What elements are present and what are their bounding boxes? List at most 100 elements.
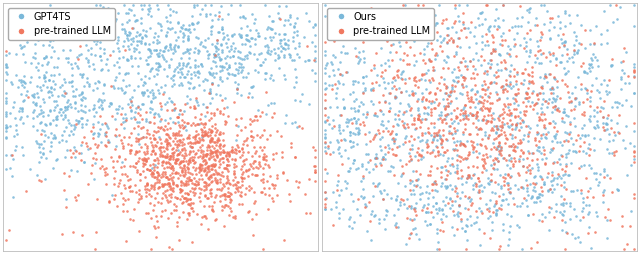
Point — [541, 175, 552, 179]
Point — [365, 99, 376, 103]
Point — [230, 158, 240, 162]
Point — [600, 215, 611, 219]
Point — [148, 35, 159, 39]
Point — [605, 218, 615, 222]
Point — [385, 91, 395, 95]
Point — [422, 111, 432, 115]
Point — [184, 56, 194, 60]
Point — [517, 15, 527, 19]
Point — [463, 174, 473, 178]
Point — [99, 91, 109, 96]
Point — [415, 124, 426, 129]
Point — [536, 52, 547, 56]
Point — [421, 117, 431, 121]
Point — [170, 43, 180, 47]
Point — [205, 66, 216, 70]
Point — [28, 110, 38, 114]
Point — [428, 148, 438, 152]
Point — [544, 28, 554, 32]
Point — [609, 150, 619, 154]
Point — [518, 109, 529, 114]
Point — [220, 122, 230, 126]
Point — [320, 132, 330, 136]
Point — [381, 213, 391, 217]
Point — [339, 106, 349, 110]
Point — [406, 19, 417, 23]
Point — [45, 85, 56, 89]
Point — [226, 192, 236, 196]
Point — [280, 47, 290, 51]
Point — [168, 51, 179, 55]
Point — [458, 85, 468, 89]
Point — [491, 124, 501, 128]
Point — [449, 140, 459, 144]
Point — [591, 210, 601, 214]
Point — [360, 132, 370, 136]
Point — [186, 206, 196, 210]
Point — [204, 164, 214, 168]
Point — [220, 192, 230, 196]
Point — [504, 108, 514, 112]
Point — [204, 157, 214, 161]
Point — [160, 124, 170, 128]
Point — [437, 220, 447, 224]
Point — [426, 59, 436, 63]
Point — [93, 131, 103, 135]
Point — [192, 21, 202, 25]
Point — [231, 117, 241, 121]
Point — [136, 39, 146, 43]
Point — [452, 166, 462, 170]
Point — [16, 45, 26, 50]
Point — [355, 20, 365, 24]
Point — [391, 132, 401, 136]
Point — [349, 116, 360, 120]
Point — [377, 119, 387, 123]
Point — [77, 90, 87, 94]
Point — [320, 167, 330, 171]
Point — [520, 91, 531, 95]
Point — [522, 204, 532, 208]
Point — [162, 144, 172, 148]
Point — [243, 174, 253, 178]
Point — [500, 141, 511, 145]
Point — [460, 26, 470, 30]
Point — [589, 125, 599, 129]
Point — [474, 58, 484, 62]
Point — [430, 53, 440, 57]
Point — [184, 211, 194, 215]
Point — [413, 153, 424, 157]
Point — [566, 136, 576, 140]
Point — [118, 202, 128, 206]
Point — [110, 133, 120, 137]
Point — [565, 120, 575, 124]
Point — [592, 123, 602, 127]
Point — [141, 131, 152, 135]
Point — [403, 216, 413, 220]
Point — [440, 177, 450, 181]
Point — [280, 18, 291, 22]
Point — [526, 80, 536, 84]
Point — [506, 156, 516, 160]
Point — [86, 17, 96, 21]
Point — [30, 102, 40, 106]
Point — [454, 142, 465, 146]
Point — [448, 40, 458, 44]
Point — [428, 204, 438, 208]
Point — [476, 100, 486, 104]
Point — [81, 56, 91, 60]
Point — [378, 157, 388, 161]
Point — [383, 119, 393, 123]
Point — [164, 27, 175, 31]
Point — [410, 83, 420, 87]
Point — [515, 172, 525, 177]
Point — [223, 169, 233, 173]
Point — [195, 199, 205, 203]
Point — [545, 206, 556, 210]
Point — [552, 85, 562, 89]
Point — [422, 112, 433, 116]
Point — [365, 139, 376, 143]
Point — [237, 171, 247, 176]
Point — [323, 115, 333, 119]
Point — [505, 111, 515, 115]
Point — [483, 182, 493, 186]
